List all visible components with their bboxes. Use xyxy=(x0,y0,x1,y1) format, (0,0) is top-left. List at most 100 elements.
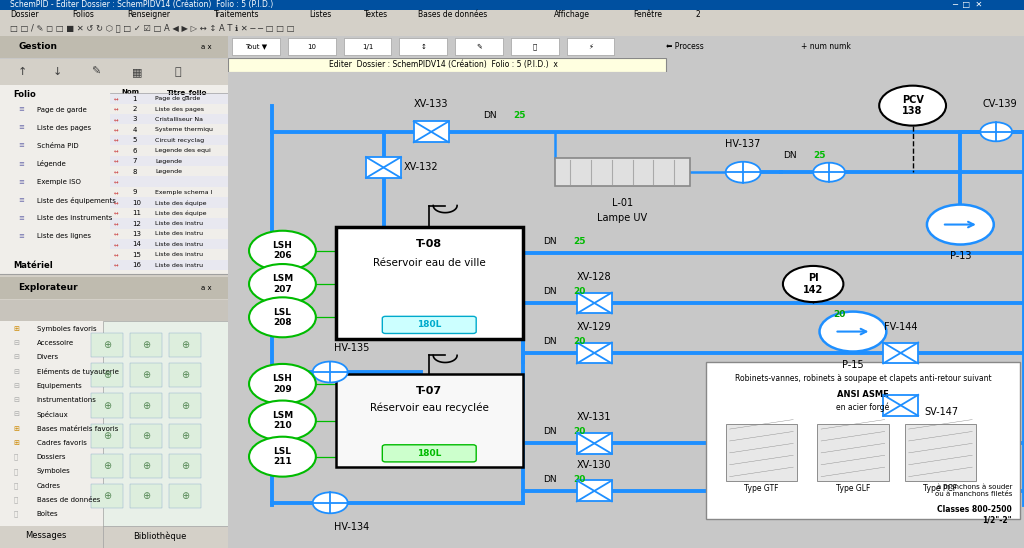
Bar xyxy=(0,0,1024,10)
Text: Fenêtre: Fenêtre xyxy=(633,10,662,19)
Text: 14: 14 xyxy=(132,242,141,247)
Text: Liste des lignes: Liste des lignes xyxy=(37,233,90,239)
Text: ↔: ↔ xyxy=(115,252,119,258)
Text: XV-131: XV-131 xyxy=(578,412,611,422)
Text: Circuit recyclag: Circuit recyclag xyxy=(156,138,205,143)
Bar xyxy=(883,395,919,416)
Bar xyxy=(288,38,336,55)
Text: LSL
208: LSL 208 xyxy=(273,307,292,327)
Text: ─  □  ✕: ─ □ ✕ xyxy=(952,1,983,9)
Text: ↔: ↔ xyxy=(115,210,119,216)
Text: Legende: Legende xyxy=(156,169,182,174)
Bar xyxy=(399,38,447,55)
Text: ↔: ↔ xyxy=(115,127,119,133)
Bar xyxy=(110,93,228,104)
Bar xyxy=(102,321,228,526)
Text: en acier forgé: en acier forgé xyxy=(837,403,890,413)
Text: Folio: Folio xyxy=(13,90,37,99)
Text: 📄: 📄 xyxy=(13,468,18,475)
Bar xyxy=(110,135,228,145)
Text: 10: 10 xyxy=(307,44,316,49)
Text: Divers: Divers xyxy=(37,355,58,360)
Text: Dossiers: Dossiers xyxy=(37,454,66,460)
Text: ▦: ▦ xyxy=(132,67,142,77)
Text: T-08: T-08 xyxy=(416,239,442,249)
Bar xyxy=(130,333,162,357)
Bar xyxy=(169,333,201,357)
Text: ⊕: ⊕ xyxy=(181,491,189,501)
Text: DN: DN xyxy=(483,111,497,119)
Text: HV-134: HV-134 xyxy=(334,522,370,532)
Text: ↕: ↕ xyxy=(420,44,426,49)
Text: Cadres favoris: Cadres favoris xyxy=(37,440,86,446)
Bar xyxy=(904,424,976,481)
Text: ⊕: ⊕ xyxy=(103,491,112,501)
Text: Explorateur: Explorateur xyxy=(18,283,78,292)
Text: Schéma PID: Schéma PID xyxy=(37,143,78,149)
Text: ⊟: ⊟ xyxy=(13,340,19,346)
Text: ⊟: ⊟ xyxy=(13,397,19,403)
Text: 12: 12 xyxy=(132,221,141,226)
Text: 20: 20 xyxy=(572,427,586,436)
Text: ⊕: ⊕ xyxy=(142,370,151,380)
Bar xyxy=(0,85,228,274)
Bar xyxy=(169,393,201,418)
Text: 3: 3 xyxy=(132,117,137,122)
Text: Liste des instru: Liste des instru xyxy=(156,242,204,247)
Text: XV-132: XV-132 xyxy=(403,162,438,173)
Bar xyxy=(91,484,123,508)
Text: LSH
209: LSH 209 xyxy=(272,374,293,393)
Text: Affichage: Affichage xyxy=(554,10,590,19)
Text: Classes 800-2500
1/2"-2": Classes 800-2500 1/2"-2" xyxy=(937,505,1012,524)
Text: LSM
207: LSM 207 xyxy=(271,275,293,294)
Bar xyxy=(577,293,612,313)
Bar xyxy=(110,197,228,208)
Text: 20: 20 xyxy=(572,336,586,346)
Text: a x: a x xyxy=(201,285,212,290)
Bar xyxy=(0,20,1024,36)
Text: ⊕: ⊕ xyxy=(103,431,112,441)
Text: SV-147: SV-147 xyxy=(925,407,958,418)
Text: DN: DN xyxy=(543,336,556,346)
Text: FV-144: FV-144 xyxy=(884,322,918,332)
Circle shape xyxy=(249,298,315,337)
Text: Dossier: Dossier xyxy=(10,10,39,19)
Text: Traitements: Traitements xyxy=(214,10,259,19)
Bar xyxy=(110,156,228,166)
Text: 📄: 📄 xyxy=(13,454,18,460)
Text: 9: 9 xyxy=(132,190,137,195)
Text: ⊟: ⊟ xyxy=(13,383,19,389)
Bar xyxy=(706,362,1020,520)
Text: ⊕: ⊕ xyxy=(181,431,189,441)
Circle shape xyxy=(249,231,315,271)
Bar xyxy=(883,342,919,363)
Text: ↑: ↑ xyxy=(18,67,28,77)
Text: XV-128: XV-128 xyxy=(578,272,611,282)
Bar xyxy=(455,38,503,55)
Text: LSH
206: LSH 206 xyxy=(272,241,293,260)
Bar xyxy=(169,454,201,478)
Circle shape xyxy=(249,264,315,304)
Text: Page de garde: Page de garde xyxy=(37,107,86,112)
Text: DN: DN xyxy=(543,237,556,246)
Text: 25: 25 xyxy=(572,237,586,246)
Text: Titre_folio: Titre_folio xyxy=(167,89,207,96)
Circle shape xyxy=(249,437,315,477)
Text: ⊕: ⊕ xyxy=(142,491,151,501)
Bar xyxy=(0,59,228,85)
Text: Matériel: Matériel xyxy=(13,261,53,270)
Bar xyxy=(91,333,123,357)
Text: PI
142: PI 142 xyxy=(803,273,823,295)
Text: 💡: 💡 xyxy=(532,43,537,50)
Bar xyxy=(130,484,162,508)
Bar xyxy=(555,158,690,186)
Bar xyxy=(130,454,162,478)
Bar xyxy=(130,424,162,448)
FancyBboxPatch shape xyxy=(382,445,476,462)
Text: ↔: ↔ xyxy=(115,96,119,101)
Bar xyxy=(366,157,401,178)
Bar xyxy=(726,424,798,481)
Text: a x: a x xyxy=(201,44,212,49)
Text: Liste des instru: Liste des instru xyxy=(156,221,204,226)
Text: L-01: L-01 xyxy=(611,198,633,208)
